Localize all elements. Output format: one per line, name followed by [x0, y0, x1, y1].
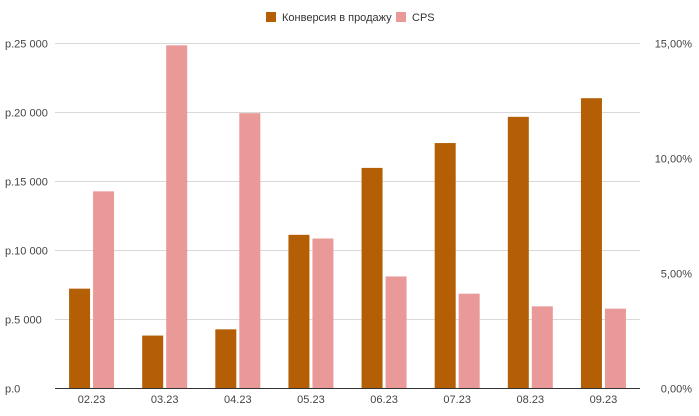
bar-cps [458, 293, 480, 388]
bar-cps [93, 191, 115, 388]
y-axis-left: р.0 р.5 000 р.10 000 р.15 000 р.20 000 р.25 0… [5, 39, 48, 396]
x-tick-label: 06.23 [370, 394, 398, 406]
bar-conversion [507, 116, 529, 388]
x-tick-label: 08.23 [517, 394, 545, 406]
bar-conversion [361, 167, 383, 388]
legend-label-conversion: Конверсия в продажу [282, 12, 392, 24]
x-axis: 02.23 03.23 04.23 05.23 06.23 07.23 08.23 09.23 [78, 394, 617, 406]
bar-conversion [580, 98, 602, 388]
x-tick-label: 07.23 [443, 394, 471, 406]
bar-cps [239, 113, 261, 389]
x-tick-label: 04.23 [224, 394, 252, 406]
y-axis-right: 0,00% 5,00% 10,00% 15,00% [655, 39, 693, 396]
y-left-tick-label: р.0 [5, 384, 20, 396]
bars [69, 45, 626, 389]
y-left-tick-label: р.25 000 [5, 39, 48, 51]
y-right-tick-label: 5,00% [661, 269, 692, 281]
x-tick-label: 03.23 [151, 394, 179, 406]
bar-cps [166, 45, 188, 389]
bar-conversion [434, 143, 456, 388]
y-left-tick-label: р.15 000 [5, 177, 48, 189]
y-right-tick-label: 0,00% [661, 384, 692, 396]
y-left-tick-label: р.5 000 [5, 315, 42, 327]
bar-cps [312, 238, 334, 388]
bar-conversion [215, 329, 237, 388]
bar-cps [531, 306, 553, 388]
y-right-tick-label: 10,00% [655, 154, 693, 166]
x-tick-label: 09.23 [590, 394, 618, 406]
y-left-tick-label: р.10 000 [5, 246, 48, 258]
bar-cps [604, 308, 626, 388]
bar-conversion [142, 335, 164, 388]
y-right-tick-label: 15,00% [655, 39, 693, 51]
bar-conversion [288, 234, 310, 388]
bar-cps [385, 276, 407, 388]
bar-conversion [69, 288, 91, 388]
legend: Конверсия в продажу CPS [266, 12, 435, 24]
x-tick-label: 02.23 [78, 394, 106, 406]
legend-swatch-cps [396, 12, 406, 22]
legend-swatch-conversion [266, 12, 276, 22]
x-tick-label: 05.23 [297, 394, 325, 406]
legend-label-cps: CPS [412, 12, 435, 24]
y-left-tick-label: р.20 000 [5, 108, 48, 120]
